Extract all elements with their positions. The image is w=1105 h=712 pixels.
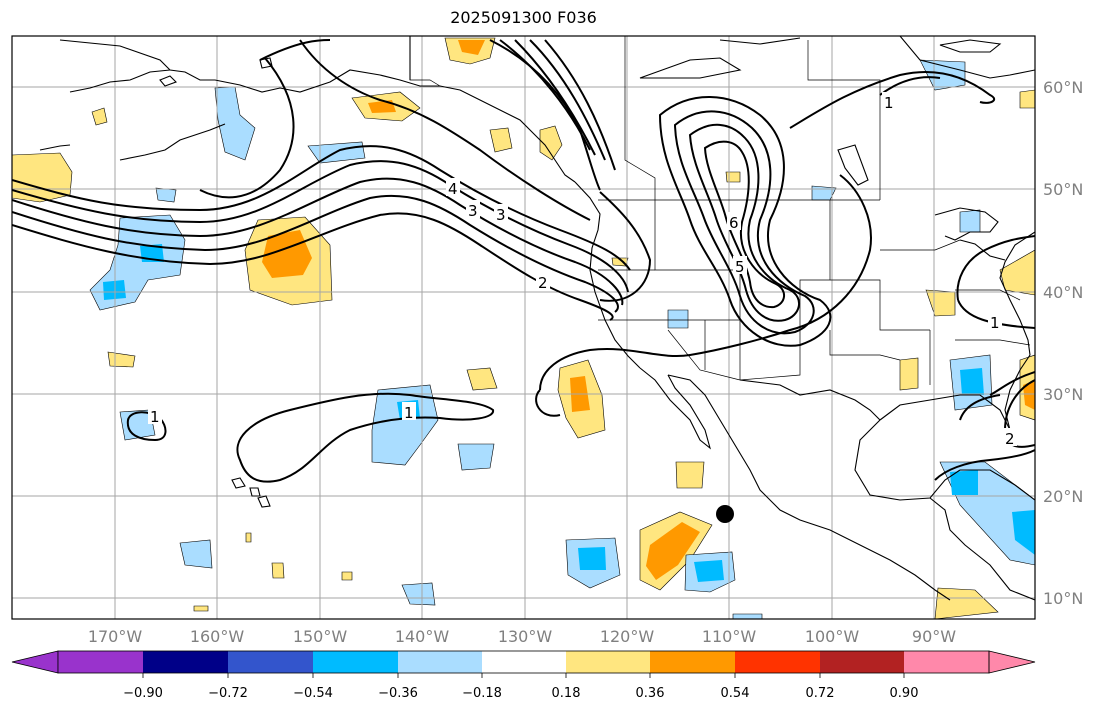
colorbar-tick-label: −0.18	[462, 686, 502, 701]
colorbar-segment	[398, 651, 482, 673]
colorbar: −0.90 −0.72 −0.54 −0.36 −0.18 0.18 0.36 …	[11, 650, 1036, 701]
colorbar-segment	[735, 651, 820, 673]
contour-label: 2	[538, 274, 548, 292]
lon-label: 160°W	[190, 627, 245, 646]
lon-label: 140°W	[395, 627, 450, 646]
contour-label: 6	[729, 214, 739, 232]
lat-label: 30°N	[1043, 385, 1083, 404]
colorbar-tick-label: 0.36	[636, 686, 665, 701]
contour-label: 1	[150, 408, 160, 426]
colorbar-segment	[904, 651, 989, 673]
colorbar-segment	[313, 651, 398, 673]
latitude-labels: 60°N 50°N 40°N 30°N 20°N 10°N	[1043, 78, 1083, 608]
contour-label: 3	[468, 202, 478, 220]
colorbar-segment	[650, 651, 735, 673]
colorbar-segment	[228, 651, 313, 673]
graticule	[12, 36, 1035, 619]
colorbar-tick-label: 0.18	[552, 686, 581, 701]
contour-label: 1	[404, 404, 414, 422]
contour-label: 5	[735, 258, 745, 276]
lat-label: 20°N	[1043, 487, 1083, 506]
lon-label: 170°W	[88, 627, 143, 646]
colorbar-tick-label: −0.36	[378, 686, 418, 701]
longitude-labels: 170°W 160°W 150°W 140°W 130°W 120°W 110°…	[88, 627, 956, 646]
colorbar-tick-label: −0.90	[123, 686, 163, 701]
contour-label: 3	[496, 206, 506, 224]
colorbar-segment	[566, 651, 650, 673]
colorbar-tick-label: −0.54	[293, 686, 333, 701]
lat-label: 10°N	[1043, 589, 1083, 608]
colorbar-segment	[58, 651, 143, 673]
lon-label: 90°W	[912, 627, 956, 646]
colorbar-tick-label: 0.54	[721, 686, 750, 701]
contour-label: 2	[1005, 430, 1015, 448]
colorbar-outline	[57, 650, 990, 674]
lon-label: 130°W	[498, 627, 553, 646]
colorbar-segment	[482, 651, 566, 673]
coastlines	[39, 36, 1035, 601]
map-title: 2025091300 F036	[450, 8, 597, 27]
map-frame-bg	[12, 36, 1035, 619]
lat-label: 60°N	[1043, 78, 1083, 97]
lon-label: 110°W	[702, 627, 757, 646]
colorbar-segment	[143, 651, 228, 673]
colorbar-tick-label: 0.72	[806, 686, 835, 701]
colorbar-segment	[820, 651, 904, 673]
colorbar-tick-label: −0.72	[208, 686, 248, 701]
lat-label: 40°N	[1043, 283, 1083, 302]
anomaly-contours	[12, 39, 1035, 483]
lon-label: 150°W	[293, 627, 348, 646]
lat-label: 50°N	[1043, 180, 1083, 199]
lon-label: 120°W	[600, 627, 655, 646]
colorbar-tick-label: 0.90	[890, 686, 919, 701]
lon-label: 100°W	[805, 627, 860, 646]
colorbar-max-extension	[988, 650, 1036, 674]
contour-label: 1	[884, 94, 894, 112]
contour-label: 1	[990, 314, 1000, 332]
contour-labels: 4 3 3 2 1 1 1 6 5 2 1	[148, 92, 1017, 448]
colorbar-min-extension	[11, 650, 59, 674]
storm-marker	[716, 505, 734, 523]
map-frame	[11, 35, 1036, 620]
contour-label: 4	[448, 180, 458, 198]
